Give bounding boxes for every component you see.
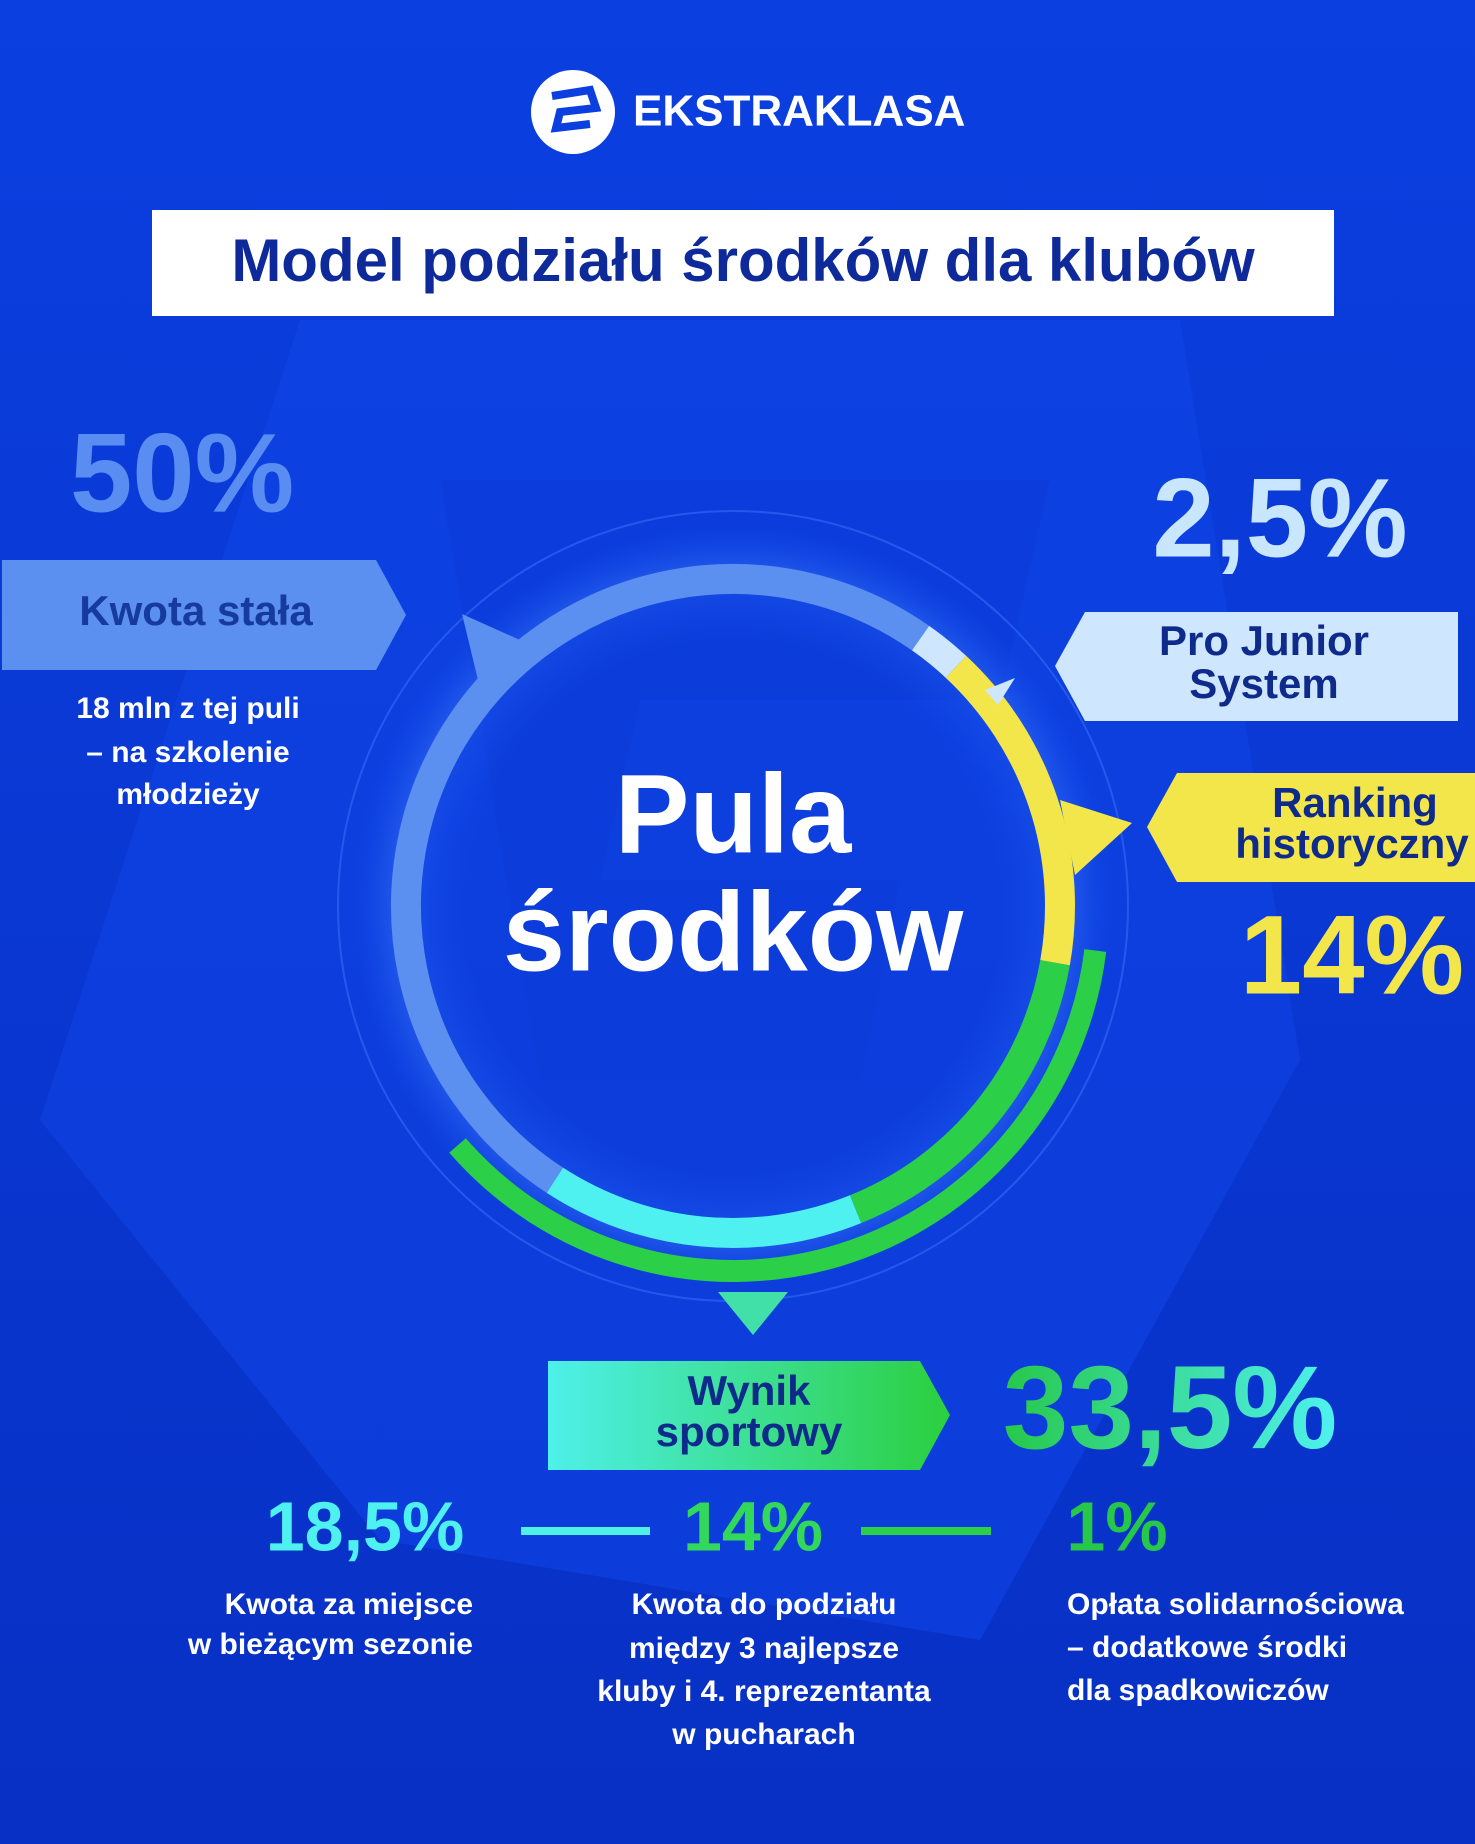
- description: Opłata solidarnościowa: [1067, 1588, 1404, 1621]
- description: młodzieży: [116, 778, 260, 811]
- ring-arc: [945, 655, 1075, 966]
- center-text: środków: [503, 870, 964, 995]
- ring-arc: [546, 1167, 862, 1248]
- logo-text: EKSTRAKLASA: [633, 87, 965, 136]
- label: Pro Junior: [1159, 617, 1369, 664]
- description: kluby i 4. reprezentanta: [597, 1675, 931, 1708]
- glow: [353, 526, 1113, 1286]
- description: między 3 najlepsze: [629, 1632, 899, 1665]
- logo-icon: [550, 85, 602, 133]
- description: w pucharach: [671, 1718, 855, 1751]
- ring: [391, 564, 1107, 1282]
- description: – na szkolenie: [86, 736, 289, 769]
- label-banner: [1147, 773, 1475, 882]
- description: Kwota do podziału: [632, 1588, 897, 1621]
- logo: EKSTRAKLASA: [531, 70, 965, 154]
- sub-percent: 18,5%: [266, 1487, 464, 1565]
- ring-arc: [911, 625, 967, 678]
- description: dla spadkowiczów: [1067, 1674, 1329, 1707]
- label: System: [1189, 660, 1338, 707]
- description: 18 mln z tej puli: [76, 692, 299, 725]
- percent: 33,5%: [1003, 1342, 1338, 1474]
- pointer: [462, 614, 520, 680]
- label: Kwota stała: [79, 587, 313, 634]
- label-banner: [2, 560, 406, 670]
- pointer: [1060, 800, 1132, 875]
- center-text: Pula: [615, 752, 852, 877]
- description: Kwota za miejsce: [225, 1588, 473, 1621]
- label: historyczny: [1235, 820, 1469, 867]
- pointer: [985, 678, 1015, 705]
- ring-arc: [849, 960, 1070, 1224]
- description: – dodatkowe środki: [1067, 1631, 1347, 1664]
- label: Ranking: [1272, 779, 1438, 826]
- percent: 50%: [70, 411, 294, 536]
- title: Model podziału środków dla klubów: [231, 227, 1255, 294]
- sub-percent: 1%: [1066, 1487, 1167, 1565]
- label: sportowy: [656, 1408, 843, 1455]
- sub-percent: 14%: [683, 1487, 823, 1565]
- percent: 2,5%: [1152, 456, 1407, 581]
- ring-arc: [391, 564, 930, 1193]
- label-banner: [1055, 612, 1458, 721]
- outer-arc: [449, 949, 1107, 1282]
- percent: 14%: [1240, 893, 1464, 1018]
- title-box: [152, 210, 1334, 316]
- label-banner: [548, 1361, 950, 1470]
- label: Wynik: [688, 1367, 812, 1414]
- description: w bieżącym sezonie: [187, 1628, 473, 1661]
- pointer: [718, 1292, 788, 1335]
